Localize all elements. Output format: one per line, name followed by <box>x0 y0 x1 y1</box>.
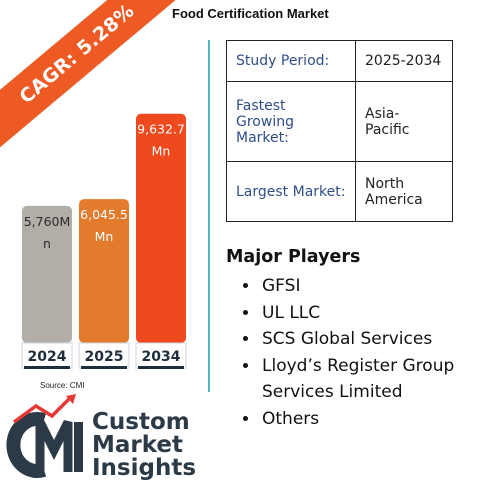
year-box-2024 <box>21 342 73 369</box>
list-item: SCS Global Services <box>260 326 485 353</box>
data-label: Mn <box>95 229 114 244</box>
x-tick-label: 2034 <box>142 349 181 365</box>
x-tick-label: 2024 <box>28 349 67 365</box>
logo-word-2: Market <box>92 432 184 458</box>
data-label: 9,632.7 <box>137 122 185 137</box>
fastest-growing-value: Asia-Pacific <box>355 81 453 162</box>
study-period-label: Study Period: <box>226 40 356 82</box>
data-label: n <box>43 236 51 251</box>
x-tick-label: 2025 <box>85 349 124 365</box>
year-box-2034 <box>135 342 187 369</box>
list-item: Others <box>260 406 485 433</box>
table-row: Study Period: 2025-2034 <box>226 40 453 82</box>
source-note: Source: CMI <box>40 381 85 390</box>
divider <box>208 40 210 392</box>
year-underline-2024 <box>24 366 70 369</box>
largest-market-label: Largest Market: <box>226 161 356 222</box>
company-logo: Custom Market Insights <box>0 392 200 492</box>
bar-2025 <box>79 199 129 343</box>
logo-word-3: Insights <box>92 455 197 481</box>
year-underline-2034 <box>138 366 184 369</box>
study-period-value: 2025-2034 <box>355 40 453 82</box>
list-item: Lloyd’s Register Group Services Limited <box>260 353 485 406</box>
fastest-growing-label: Fastest Growing Market: <box>226 81 356 162</box>
bar-chart: 2024 5,760M n 2025 6,045.5 Mn 2034 9,632.7 Mn <box>21 113 187 369</box>
data-label: 5,760M <box>24 214 71 229</box>
year-underline-2025 <box>81 366 127 369</box>
bar-2024 <box>22 205 72 343</box>
largest-market-value: North America <box>355 161 453 222</box>
bar-2034 <box>136 113 186 344</box>
market-info-table: Study Period: 2025-2034 Fastest Growing … <box>226 40 453 222</box>
cmi-logo-mark <box>6 394 83 478</box>
logo-word-1: Custom <box>92 409 190 435</box>
table-row: Fastest Growing Market: Asia-Pacific <box>226 81 453 162</box>
data-label: 6,045.5 <box>80 207 128 222</box>
major-players-heading: Major Players <box>226 247 361 267</box>
page-title: Food Certification Market <box>172 6 329 21</box>
list-item: UL LLC <box>260 300 485 327</box>
data-label: Mn <box>152 144 171 159</box>
table-row: Largest Market: North America <box>226 161 453 222</box>
list-item: GFSI <box>260 273 485 300</box>
major-players-list: GFSI UL LLC SCS Global Services Lloyd’s … <box>240 273 485 432</box>
